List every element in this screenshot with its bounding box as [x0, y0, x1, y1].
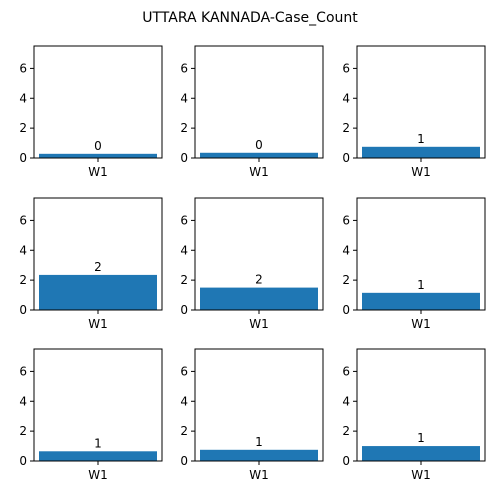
panel-8: 1 0 2 4 6 W1 — [180, 348, 324, 482]
panel-6: 1 0 2 4 6 W1 — [342, 197, 486, 331]
y-tick-label: 6 — [180, 61, 188, 75]
y-tick-label: 6 — [19, 213, 27, 227]
data-label: 1 — [94, 436, 102, 450]
y-tick-label: 0 — [342, 151, 350, 165]
y-tick-label: 2 — [342, 273, 350, 287]
bar — [362, 146, 480, 158]
y-tick-label: 2 — [342, 121, 350, 135]
data-label: 1 — [417, 431, 425, 445]
bar — [362, 292, 480, 310]
y-tick-label: 4 — [342, 91, 350, 105]
data-label: 1 — [255, 435, 263, 449]
panel-3: 1 0 2 4 6 W1 — [342, 45, 486, 179]
y-tick-label: 0 — [342, 454, 350, 468]
panel-grid: 0 0 2 4 6 W1 0 0 2 4 6 W1 1 0 2 4 6 W1 2 0 2 4 6 W1 2 0 2 4 6 W1 1 0 2 4 6… — [19, 45, 486, 482]
y-tick-label: 0 — [180, 303, 188, 317]
y-tick-label: 4 — [342, 394, 350, 408]
y-tick-label: 4 — [180, 243, 188, 257]
bar — [39, 153, 157, 158]
y-tick-label: 0 — [19, 303, 27, 317]
panel-5: 2 0 2 4 6 W1 — [180, 197, 324, 331]
x-tick-label: W1 — [88, 165, 108, 179]
data-label: 2 — [255, 273, 263, 287]
y-tick-label: 2 — [19, 273, 27, 287]
y-tick-label: 0 — [19, 151, 27, 165]
y-tick-label: 2 — [180, 273, 188, 287]
y-tick-label: 0 — [180, 454, 188, 468]
x-tick-label: W1 — [88, 317, 108, 331]
x-tick-label: W1 — [249, 317, 269, 331]
y-tick-label: 0 — [19, 454, 27, 468]
bar — [39, 451, 157, 461]
bar — [362, 446, 480, 461]
x-tick-label: W1 — [249, 165, 269, 179]
y-tick-label: 6 — [180, 364, 188, 378]
chart-title: UTTARA KANNADA-Case_Count — [142, 10, 358, 26]
y-tick-label: 2 — [180, 121, 188, 135]
data-label: 1 — [417, 278, 425, 292]
x-tick-label: W1 — [411, 165, 431, 179]
data-label: 1 — [417, 132, 425, 146]
x-tick-label: W1 — [249, 468, 269, 482]
bar — [39, 274, 157, 310]
y-tick-label: 4 — [180, 394, 188, 408]
y-tick-label: 6 — [19, 61, 27, 75]
y-tick-label: 6 — [342, 364, 350, 378]
panel-9: 1 0 2 4 6 W1 — [342, 348, 486, 482]
x-tick-label: W1 — [88, 468, 108, 482]
y-tick-label: 2 — [19, 121, 27, 135]
data-label: 0 — [255, 138, 263, 152]
y-tick-label: 6 — [342, 213, 350, 227]
y-tick-label: 4 — [180, 91, 188, 105]
panel-4: 2 0 2 4 6 W1 — [19, 197, 163, 331]
x-tick-label: W1 — [411, 468, 431, 482]
bar — [200, 152, 318, 158]
y-tick-label: 0 — [342, 303, 350, 317]
data-label: 2 — [94, 260, 102, 274]
y-tick-label: 6 — [180, 213, 188, 227]
y-tick-label: 2 — [180, 424, 188, 438]
y-tick-label: 0 — [180, 151, 188, 165]
bar — [200, 287, 318, 310]
y-tick-label: 4 — [19, 243, 27, 257]
y-tick-label: 4 — [19, 394, 27, 408]
bar — [200, 449, 318, 461]
panel-1: 0 0 2 4 6 W1 — [19, 45, 163, 179]
y-tick-label: 2 — [342, 424, 350, 438]
x-tick-label: W1 — [411, 317, 431, 331]
y-tick-label: 4 — [342, 243, 350, 257]
y-tick-label: 6 — [342, 61, 350, 75]
y-tick-label: 4 — [19, 91, 27, 105]
data-label: 0 — [94, 139, 102, 153]
y-tick-label: 6 — [19, 364, 27, 378]
panel-7: 1 0 2 4 6 W1 — [19, 348, 163, 482]
panel-2: 0 0 2 4 6 W1 — [180, 45, 324, 179]
y-tick-label: 2 — [19, 424, 27, 438]
